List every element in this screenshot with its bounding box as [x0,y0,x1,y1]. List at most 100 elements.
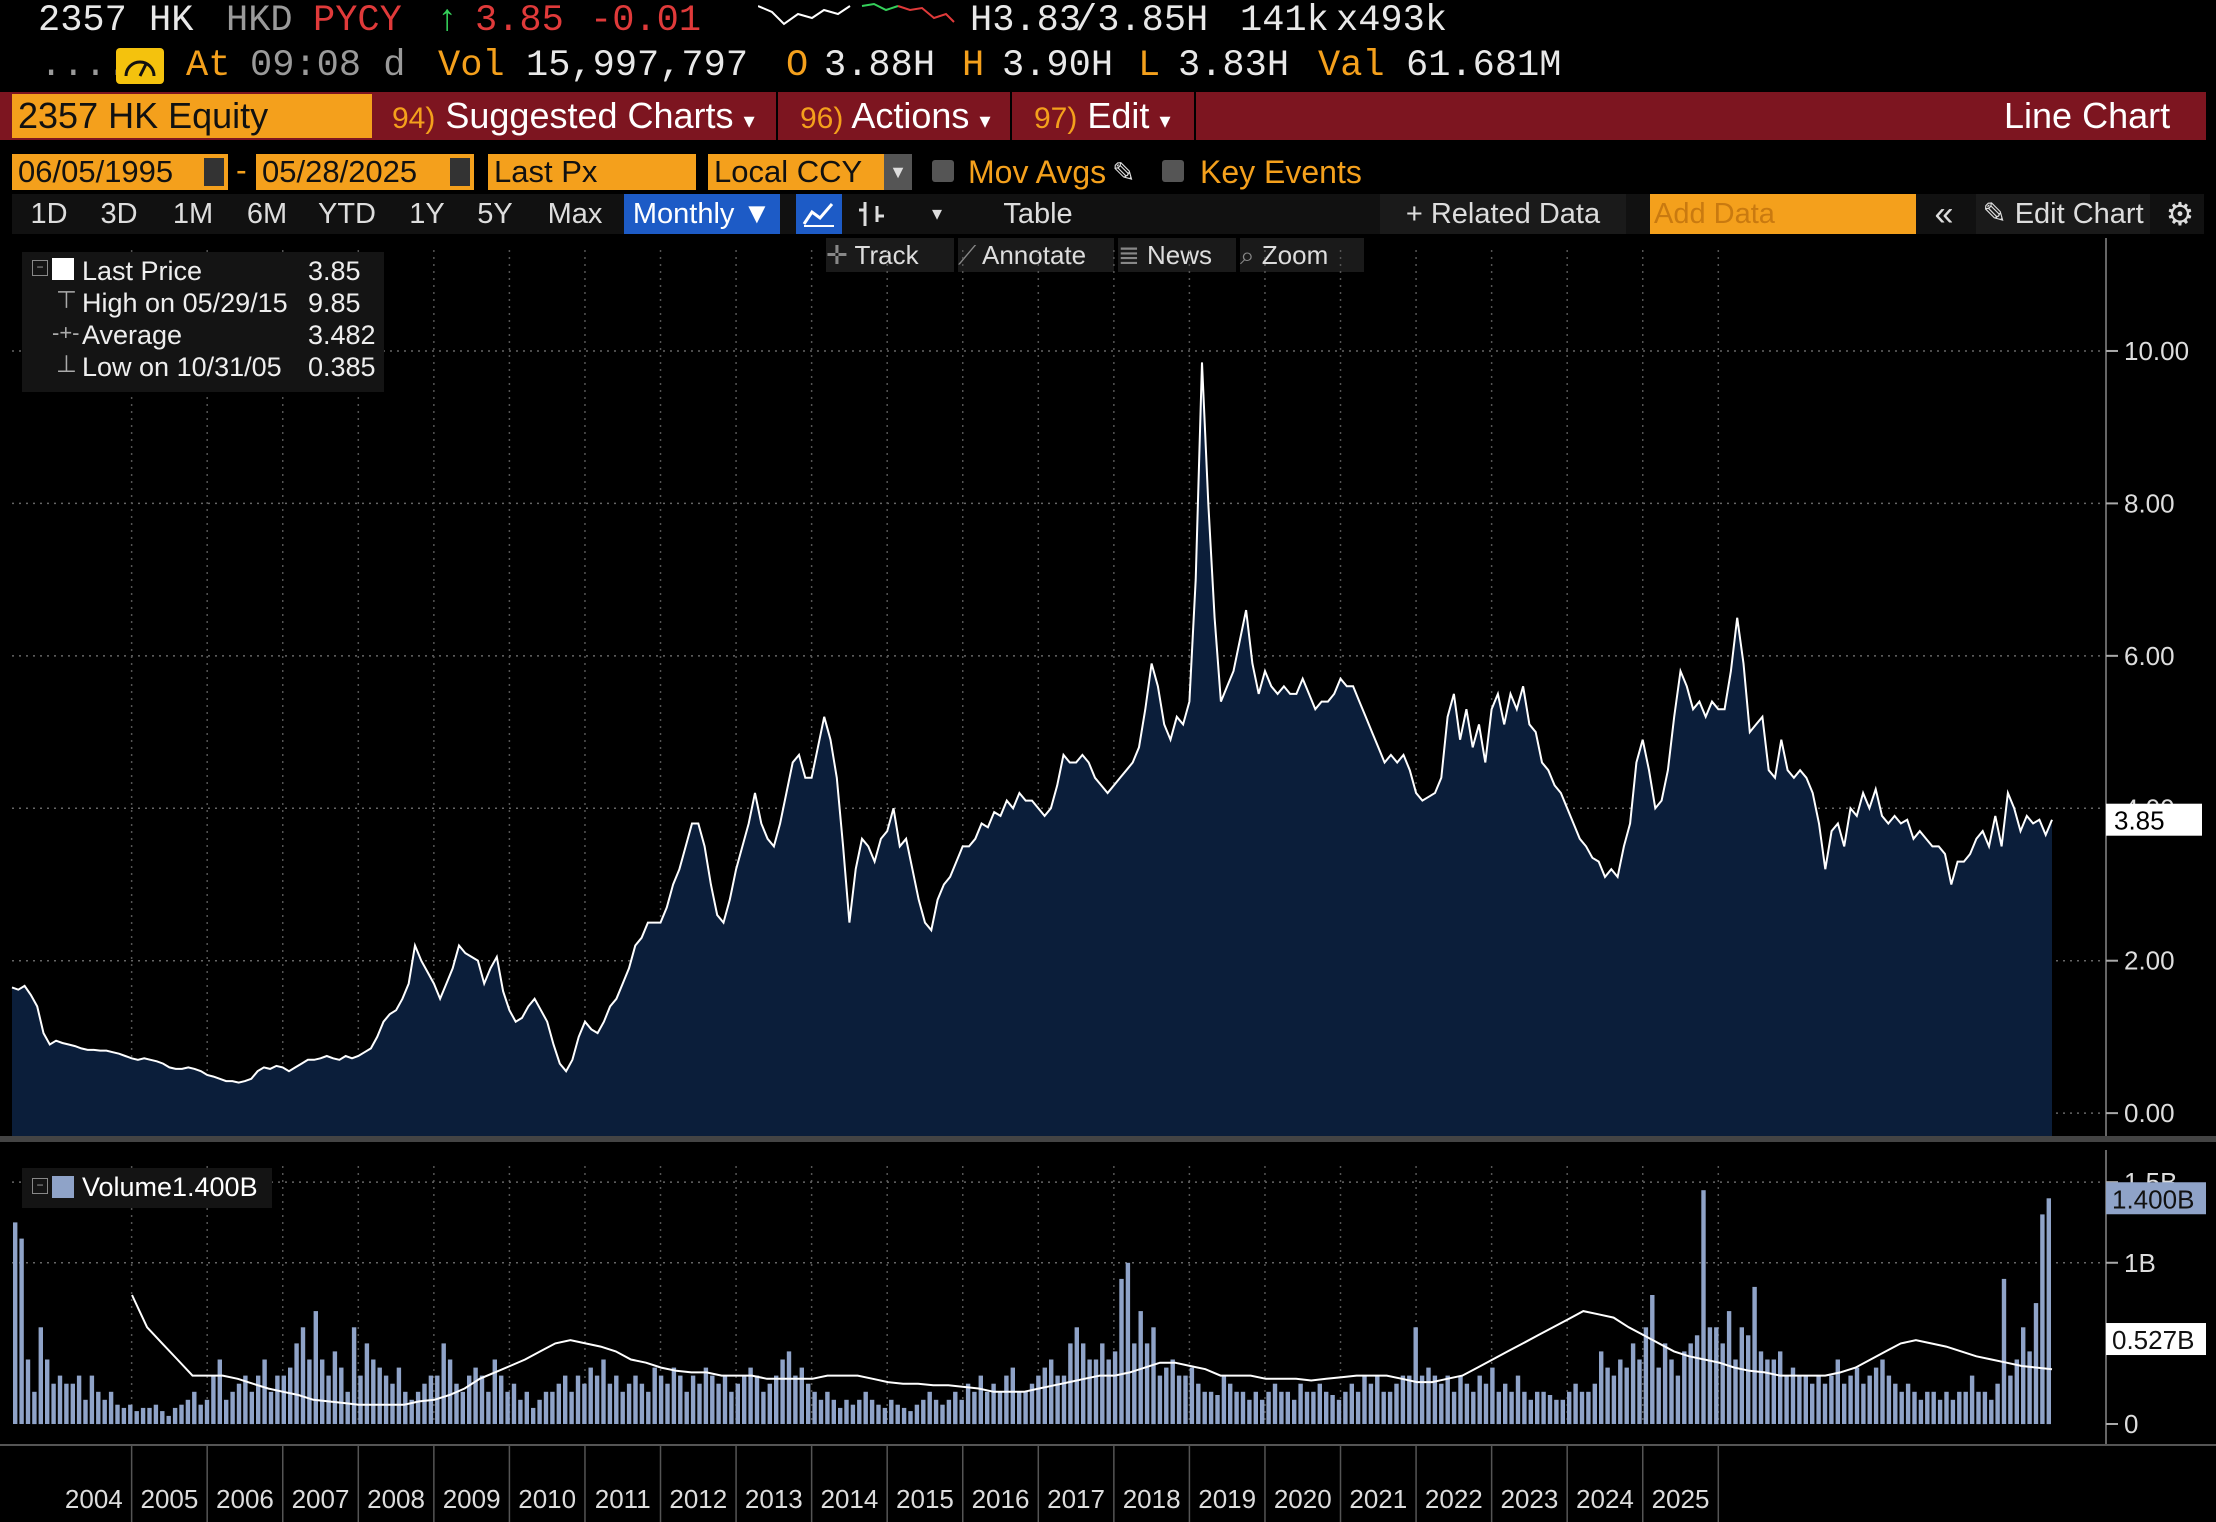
year-label: 2010 [518,1484,576,1514]
volume-bar [1969,1375,1975,1424]
volume-bar [1215,1395,1220,1424]
period-1d[interactable]: 1D [30,198,68,230]
volume-bar [1419,1375,1425,1424]
edit-chart-button[interactable]: ✎ Edit Chart [1976,194,2150,234]
table-button[interactable]: Table [1003,198,1073,230]
date-dash: - [236,152,247,188]
field-select[interactable]: Last Px [488,154,696,190]
volume-bar [1630,1343,1636,1424]
chevron-down-icon[interactable]: ▾ [931,203,943,225]
period-5y[interactable]: 5Y [477,198,513,230]
volume-bar [812,1391,817,1425]
volume-bar [236,1383,242,1424]
volume-bar [1694,1335,1700,1424]
period-6m[interactable]: 6M [246,198,288,230]
volume-bar [1368,1383,1374,1424]
volume-bar [1758,1351,1764,1424]
key-events-checkbox[interactable] [1162,160,1184,182]
zoom-tool[interactable]: ⌕ Zoom [1240,238,1364,272]
volume-bar [1816,1375,1821,1424]
volume-bar [991,1383,996,1424]
year-label: 2022 [1425,1484,1483,1514]
calendar-icon[interactable] [204,158,224,186]
field-value: Last Px [494,154,598,189]
period-max[interactable]: Max [547,198,603,230]
period-1y[interactable]: 1Y [409,198,445,230]
ask-size: x493k [1336,0,1448,42]
collapse-icon[interactable]: « [1934,195,1954,233]
volume-bar [921,1399,926,1424]
volume-bar [1873,1367,1879,1424]
volume-bar [1931,1391,1936,1425]
volume-bar [639,1383,645,1424]
volume-bar [1087,1359,1092,1424]
chevron-down-icon[interactable]: ▼ [884,154,912,190]
line-chart-icon[interactable] [796,194,842,234]
volume-bar [985,1391,990,1425]
volume-bar [313,1311,318,1424]
volume-bar [1701,1190,1706,1424]
volume-bar [997,1391,1003,1425]
volume-bar [275,1375,280,1424]
suggested-num: 94) [392,102,436,135]
bar-chart-icon[interactable] [852,194,892,234]
gear-icon[interactable]: ⚙ [2165,196,2195,232]
pencil-icon[interactable]: ✎ [1112,157,1136,188]
open-value: 3.88H [824,45,936,87]
pencil-icon: ✎ [1982,198,2015,230]
period-ytd[interactable]: YTD [318,198,376,230]
frequency-select[interactable]: Monthly ▼ [624,194,780,234]
volume-bar [1880,1359,1885,1424]
up-arrow-icon: ↑ [436,0,459,42]
key-events-label: Key Events [1200,154,1362,190]
actions-menu[interactable]: 96) Actions ▾ [800,92,991,140]
volume-legend: − Volume 1.400B [22,1168,272,1208]
volume-bar [633,1375,638,1424]
volume-bar [1029,1383,1035,1424]
volume-bar [1375,1375,1380,1424]
mov-avgs-checkbox[interactable] [932,160,954,182]
open-label: O [786,45,809,87]
collapse-toggle-icon[interactable]: − [32,260,48,276]
volume-bar [511,1383,517,1424]
related-data-menu[interactable]: + Related Data [1380,194,1626,234]
bid-price: H3.83 [970,0,1082,42]
volume-bar [1637,1359,1642,1424]
volume-bar [479,1375,485,1424]
volume-bar [1829,1375,1834,1424]
collapse-toggle-icon[interactable]: − [32,1178,48,1194]
price-tick-label: 8.00 [2124,488,2175,518]
volume-value: 1.400B [172,1172,258,1202]
volume-bar [185,1399,191,1424]
volume-bar [1196,1383,1201,1424]
edit-menu[interactable]: 97) Edit ▾ [1034,92,1170,140]
calendar-icon[interactable] [450,158,470,186]
volume-bar [454,1383,459,1424]
news-tool[interactable]: ≣ News [1118,238,1236,272]
volume-bar [927,1391,932,1425]
end-date-input[interactable]: 05/28/2025 [256,154,474,190]
volume-bar [1669,1359,1674,1424]
volume-bar [32,1391,37,1425]
currency-select[interactable]: Local CCY [708,154,912,190]
volume-last-box [2106,1182,2206,1215]
volume-bar [857,1399,862,1424]
start-date-input[interactable]: 06/05/1995 [12,154,228,190]
volume-bar [1611,1375,1617,1424]
volume-bar [249,1391,254,1425]
year-label: 2015 [896,1484,954,1514]
volume-bar [799,1367,804,1424]
gauge-icon[interactable] [116,48,164,84]
period-1m[interactable]: 1M [172,198,214,230]
volume-bar [1272,1383,1278,1424]
volume-bar [473,1367,478,1424]
ma-last-box [2106,1323,2206,1356]
annotate-tool[interactable]: ⟋ Annotate [958,238,1114,272]
period-3d[interactable]: 3D [100,198,138,230]
actions-label: Actions [851,95,970,136]
security-input[interactable]: 2357 HK Equity [12,94,372,138]
suggested-charts-menu[interactable]: 94) Suggested Charts ▾ [392,92,755,140]
track-tool[interactable]: ✛ Track [826,238,954,272]
add-data-input[interactable]: Add Data [1650,194,1916,234]
vol-value: 15,997,797 [526,45,749,87]
